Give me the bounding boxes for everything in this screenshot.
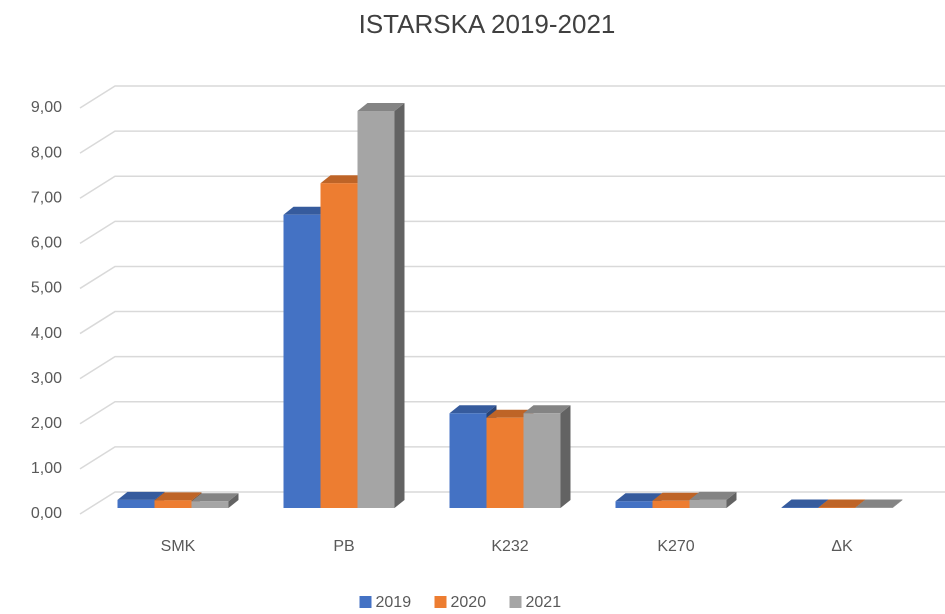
x-tick-label: K270 <box>657 538 694 555</box>
bar-top <box>615 493 663 502</box>
y-tick-label: 0,00 <box>31 505 62 522</box>
grid-line <box>79 310 945 335</box>
y-tick-label: 2,00 <box>31 415 62 432</box>
bar <box>449 413 487 508</box>
y-tick-label: 6,00 <box>31 235 62 252</box>
bar-top <box>486 409 534 418</box>
grid-line <box>79 401 945 425</box>
bar-top <box>855 499 903 508</box>
bar <box>117 499 155 508</box>
bar-top <box>283 206 331 215</box>
bar <box>191 501 229 508</box>
chart-title: ISTARSKA 2019-2021 <box>359 9 616 39</box>
legend-label: 2020 <box>451 594 487 611</box>
legend-swatch <box>434 596 447 608</box>
bar <box>486 417 524 508</box>
legend-swatch <box>359 596 372 608</box>
bar-top <box>652 492 700 501</box>
bar <box>283 214 321 508</box>
grid-line <box>79 85 945 109</box>
bar-top <box>523 405 571 414</box>
bar-side <box>228 493 239 508</box>
bar-top <box>191 493 239 502</box>
bar-top <box>449 405 497 414</box>
legend-label: 2021 <box>526 594 562 611</box>
grid-line <box>79 265 945 290</box>
x-tick-label: ΔK <box>831 538 853 555</box>
bar-side <box>726 491 737 508</box>
grid-line <box>79 175 945 199</box>
bar-top <box>357 103 405 112</box>
grid-line <box>79 130 945 154</box>
y-tick-label: 7,00 <box>31 189 62 206</box>
bar <box>615 501 653 508</box>
bar <box>523 413 561 508</box>
bar-side <box>394 103 405 509</box>
y-tick-label: 5,00 <box>31 280 62 297</box>
y-tick-label: 8,00 <box>31 144 62 161</box>
bar-top <box>689 491 737 500</box>
x-tick-label: PB <box>333 538 354 555</box>
y-tick-label: 3,00 <box>31 370 62 387</box>
bar <box>154 500 192 508</box>
grid-line <box>79 446 945 470</box>
bar-top <box>320 175 368 184</box>
y-tick-label: 1,00 <box>31 460 62 477</box>
bar-top <box>154 492 202 501</box>
bar <box>357 111 395 509</box>
legend-label: 2019 <box>376 594 412 611</box>
bar-top <box>818 499 866 508</box>
y-tick-label: 4,00 <box>31 325 62 342</box>
grid-line <box>79 355 945 380</box>
y-tick-label: 9,00 <box>31 99 62 116</box>
grid-line <box>79 220 945 244</box>
bar-top <box>781 499 829 508</box>
legend-swatch <box>509 596 522 608</box>
bar-top <box>117 491 165 500</box>
bar <box>689 499 727 508</box>
x-tick-label: SMK <box>161 538 196 555</box>
x-tick-label: K232 <box>491 538 528 555</box>
grid-line <box>79 491 945 515</box>
bar-side <box>560 405 571 508</box>
bar-side <box>892 499 903 508</box>
bar <box>320 183 358 508</box>
bar <box>652 500 690 508</box>
